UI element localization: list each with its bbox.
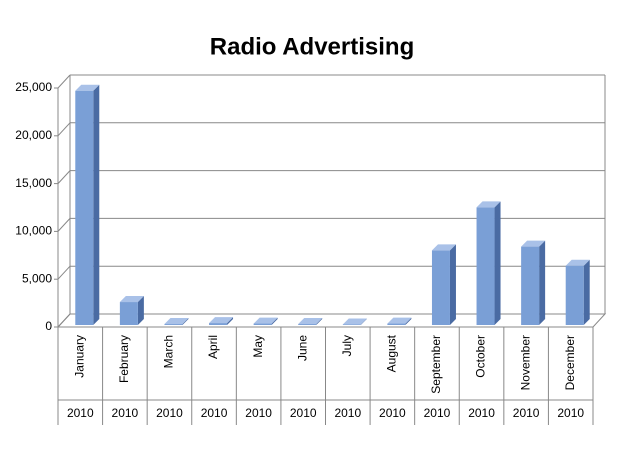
bar-side	[583, 259, 590, 325]
bar-side	[539, 240, 546, 325]
bar-top	[431, 244, 456, 251]
bar	[75, 84, 100, 325]
x-group-label: 2010	[513, 406, 540, 420]
bar-front	[253, 323, 272, 325]
x-group-label: 2010	[424, 406, 451, 420]
y-tick-label: 10,000	[15, 224, 52, 238]
y-tick-label: 25,000	[15, 80, 52, 94]
bar-side	[405, 317, 412, 325]
bar-side	[271, 317, 278, 325]
bar-top	[476, 201, 501, 208]
bar-top	[521, 240, 546, 247]
x-tick-label: June	[295, 335, 309, 361]
bar-front	[75, 90, 94, 325]
x-group-label: 2010	[468, 406, 495, 420]
chart-title: Radio Advertising	[210, 33, 414, 60]
y-tick-label: 15,000	[15, 176, 52, 190]
side-grid-line	[57, 313, 71, 328]
y-tick-label: 20,000	[15, 128, 52, 142]
bar-top	[342, 318, 367, 325]
bar-side	[227, 317, 234, 325]
bar-side	[494, 201, 501, 325]
bar	[565, 259, 590, 325]
bar	[164, 318, 189, 325]
x-tick-label: May	[251, 335, 265, 358]
x-group-label: 2010	[67, 406, 94, 420]
x-group-label: 2010	[112, 406, 139, 420]
y-tick-label: 5,000	[22, 271, 52, 285]
x-group-label: 2010	[245, 406, 272, 420]
bar-top	[164, 318, 189, 325]
x-tick-label: August	[385, 334, 399, 372]
bar-top	[253, 317, 278, 324]
bar-top	[387, 317, 412, 324]
bar-side	[449, 244, 456, 325]
bar	[476, 201, 501, 325]
bar-front	[164, 324, 183, 325]
bar	[387, 317, 412, 325]
x-group-label: 2010	[201, 406, 228, 420]
bar-front	[476, 207, 495, 325]
bar	[298, 318, 323, 325]
bar-side	[137, 296, 144, 325]
bar-front	[298, 324, 317, 325]
bar-side	[93, 84, 100, 325]
bar-front	[521, 246, 540, 325]
bar	[209, 317, 234, 325]
x-group-label: 2010	[379, 406, 406, 420]
bar-front	[209, 323, 228, 325]
side-grid-line	[57, 74, 71, 89]
x-tick-label: July	[340, 335, 354, 356]
bar-top	[209, 317, 234, 324]
x-tick-label: October	[474, 335, 488, 378]
bar-top	[119, 296, 144, 303]
x-tick-label: March	[162, 335, 176, 368]
bar-front	[119, 302, 138, 325]
bar-front	[565, 265, 584, 325]
x-group-label: 2010	[557, 406, 584, 420]
x-tick-label: September	[429, 335, 443, 394]
bar-side	[360, 318, 367, 325]
bar-front	[387, 323, 406, 325]
bar	[253, 317, 278, 325]
bar-top	[298, 318, 323, 325]
side-grid-line	[57, 170, 71, 184]
bar	[342, 318, 367, 325]
y-tick-label: 0	[45, 319, 52, 333]
bar-front	[431, 250, 450, 325]
bar	[521, 240, 546, 325]
x-group-label: 2010	[156, 406, 183, 420]
bar-side	[316, 318, 323, 325]
x-tick-label: January	[72, 335, 86, 378]
x-tick-label: April	[206, 335, 220, 359]
bar-top	[75, 84, 100, 91]
x-tick-label: February	[117, 335, 131, 383]
x-tick-label: November	[518, 335, 532, 390]
bar-top	[565, 259, 590, 266]
x-tick-label: December	[563, 335, 577, 390]
bar-side	[182, 318, 189, 325]
side-grid-line	[57, 265, 71, 280]
x-group-label: 2010	[334, 406, 361, 420]
bar	[119, 296, 144, 325]
side-grid-line	[57, 218, 71, 232]
bar	[431, 244, 456, 325]
side-grid-line	[57, 122, 71, 137]
x-group-label: 2010	[290, 406, 317, 420]
